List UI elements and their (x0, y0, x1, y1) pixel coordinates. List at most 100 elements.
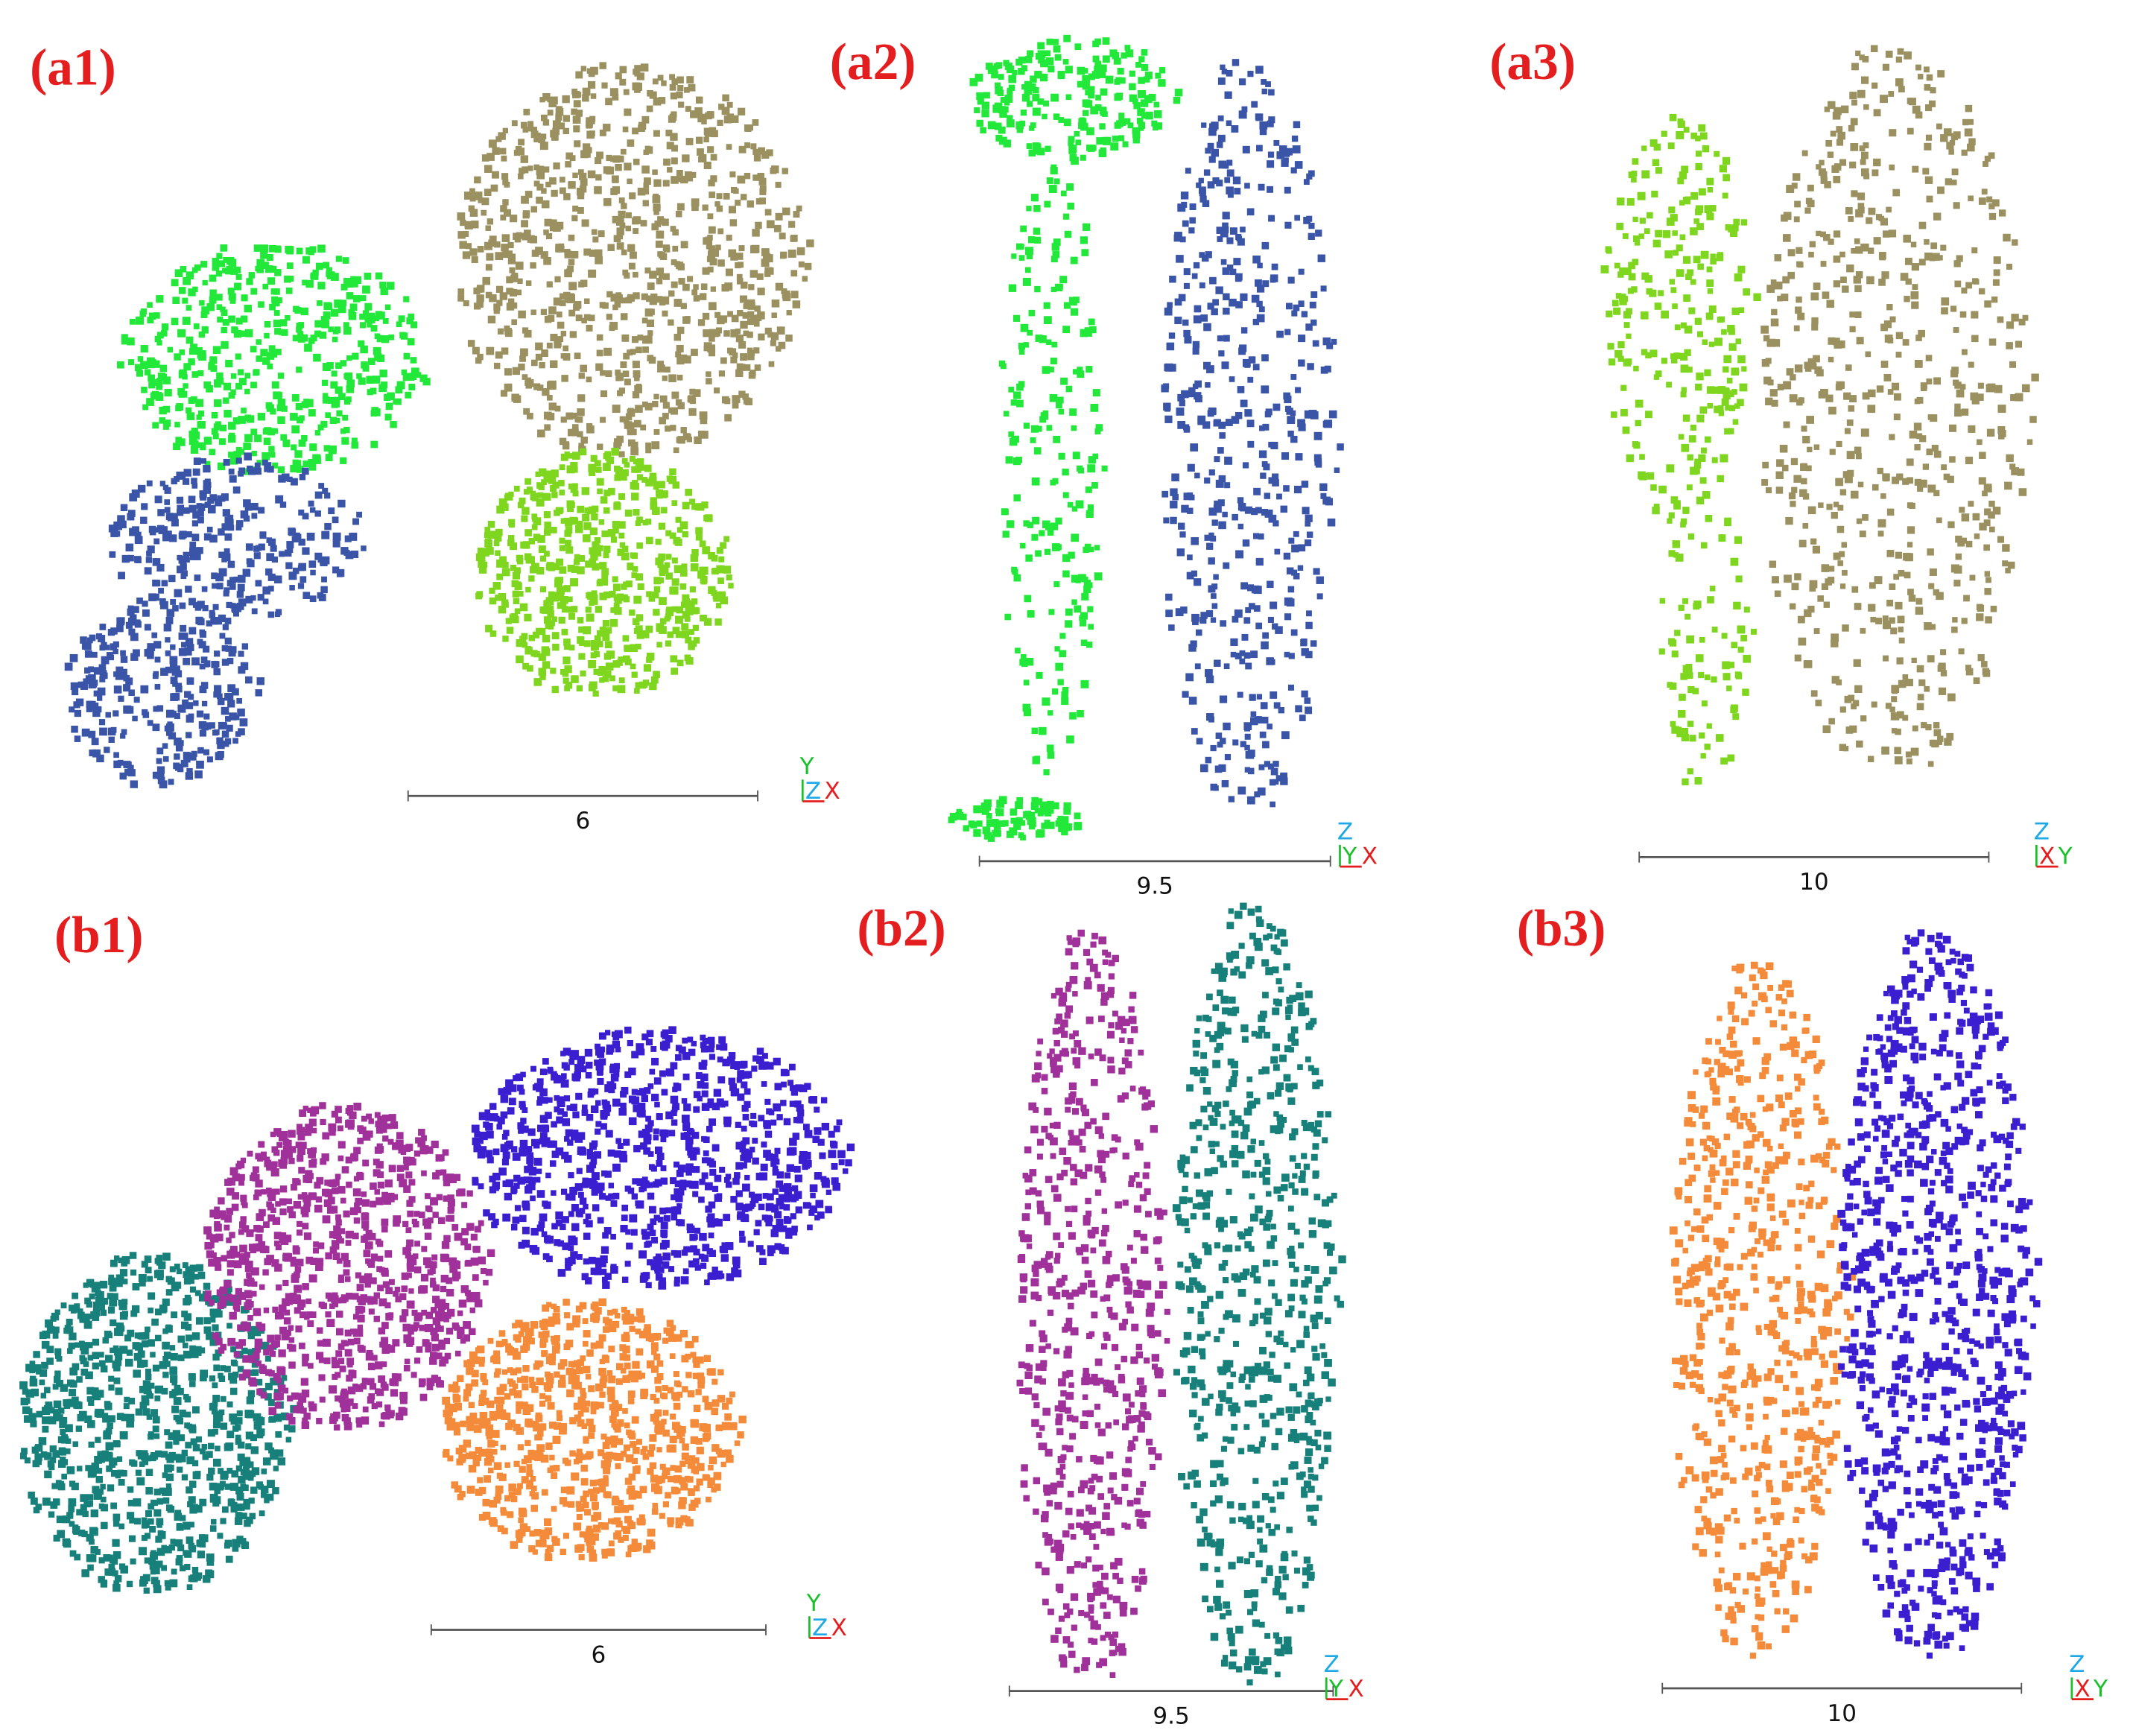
point (740, 353, 748, 361)
point (1916, 665, 1924, 673)
point (1226, 69, 1233, 77)
point (1045, 57, 1054, 66)
point (1776, 459, 1784, 467)
point (120, 733, 126, 739)
point (1006, 119, 1015, 127)
point (193, 700, 199, 706)
point (540, 114, 548, 121)
point (1164, 415, 1173, 423)
point (1133, 102, 1141, 110)
point (191, 371, 199, 378)
point (612, 93, 619, 101)
point (1170, 501, 1178, 509)
point (599, 62, 606, 69)
point (146, 398, 154, 406)
point (1267, 160, 1275, 168)
point (559, 177, 565, 183)
point (747, 332, 753, 338)
point (1044, 316, 1052, 325)
point (405, 391, 412, 399)
point (1732, 419, 1739, 425)
point (684, 86, 690, 93)
point (1774, 254, 1782, 262)
point (669, 74, 676, 80)
point (125, 677, 133, 685)
point (597, 443, 603, 450)
point (1953, 260, 1961, 267)
point (1653, 143, 1661, 151)
point (1255, 507, 1262, 514)
point (691, 203, 699, 212)
point (1617, 355, 1624, 362)
point (246, 558, 253, 565)
point (1981, 661, 1988, 668)
point (1007, 115, 1013, 121)
point (1816, 369, 1824, 377)
point (610, 607, 616, 613)
point (1113, 59, 1120, 65)
point (1605, 246, 1611, 253)
point (1023, 520, 1030, 527)
point (142, 1458, 149, 1466)
point (216, 304, 223, 311)
point (1272, 520, 1279, 527)
point (1241, 106, 1248, 113)
point (1054, 54, 1062, 61)
point (1871, 169, 1879, 177)
point (1682, 414, 1690, 422)
point (1153, 101, 1160, 108)
point (650, 676, 659, 684)
point (680, 354, 688, 361)
point (588, 117, 595, 124)
point (1894, 756, 1903, 764)
point (239, 718, 248, 726)
point (170, 677, 178, 685)
point (533, 135, 541, 143)
point (676, 76, 684, 84)
point (332, 516, 339, 524)
point (1053, 178, 1060, 185)
point (547, 110, 554, 116)
point (551, 189, 558, 197)
point (1305, 621, 1313, 630)
point (126, 706, 134, 714)
point (328, 326, 334, 332)
point (183, 556, 190, 563)
point (680, 302, 687, 309)
point (1979, 522, 1987, 530)
point (557, 321, 565, 329)
point (1256, 285, 1265, 293)
point (1654, 302, 1662, 310)
point (154, 1450, 162, 1457)
point (390, 421, 397, 428)
point (1855, 50, 1861, 57)
point (1854, 446, 1862, 454)
point (1053, 238, 1061, 247)
point (254, 467, 262, 475)
point (223, 397, 229, 404)
point (1811, 317, 1819, 325)
point (1230, 638, 1238, 647)
point (1743, 654, 1752, 663)
point (289, 585, 295, 591)
point (130, 653, 139, 661)
point (1833, 552, 1841, 560)
point (146, 551, 152, 557)
point (1783, 421, 1790, 428)
point (572, 115, 581, 124)
point (1925, 134, 1933, 141)
point (189, 1264, 197, 1272)
point (114, 1255, 120, 1261)
point (474, 176, 481, 184)
point (568, 181, 576, 189)
point (356, 511, 363, 518)
point (518, 363, 525, 371)
point (288, 528, 297, 536)
point (228, 434, 236, 443)
point (1228, 796, 1235, 802)
point (1969, 574, 1976, 581)
point (693, 295, 700, 302)
point (1928, 100, 1936, 107)
point (651, 507, 660, 515)
point (658, 481, 665, 489)
